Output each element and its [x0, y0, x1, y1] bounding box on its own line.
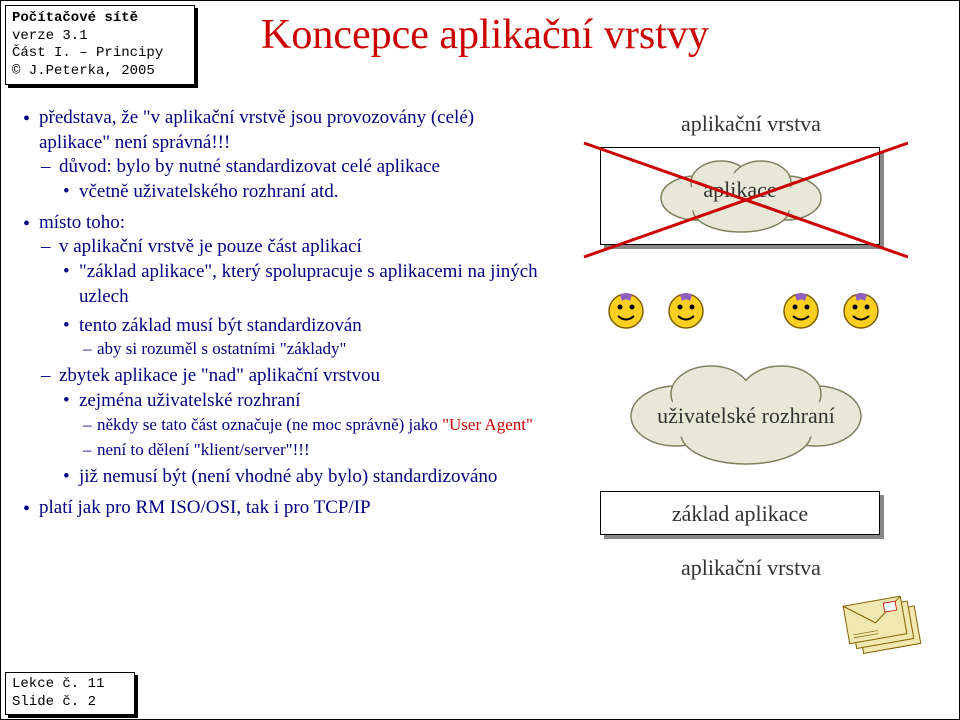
bullet-item: v aplikační vrstvě je pouze část aplikac… [39, 235, 543, 360]
diagram-mid-box: základ aplikace [600, 491, 880, 535]
bullet-item: již nemusí být (není vhodné aby bylo) st… [59, 465, 543, 490]
slide-number-box: Lekce č. 11 Slide č. 2 [5, 672, 135, 715]
smiley-icon [606, 291, 646, 331]
source-info-box: Počítačové sítě verze 3.1 Část I. – Prin… [5, 5, 195, 85]
mail-stack-icon [836, 579, 936, 659]
header-line: Část I. – Principy [12, 45, 188, 63]
main-content: představa, že "v aplikační vrstvě jsou p… [23, 106, 543, 526]
bullet-item: včetně uživatelského rozhraní atd. [59, 180, 543, 205]
bullet-item: zbytek aplikace je "nad" aplikační vrstv… [39, 364, 543, 489]
footer-line: Slide č. 2 [12, 694, 128, 712]
bullet-item: místo toho: v aplikační vrstvě je pouze … [23, 211, 543, 490]
bullet-item: někdy se tato část označuje (ne moc sprá… [79, 414, 543, 436]
bullet-item: zejména uživatelské rozhraní někdy se ta… [59, 389, 543, 461]
header-line: Počítačové sítě [12, 10, 188, 28]
bullet-item: "základ aplikace", který spolupracuje s … [59, 260, 543, 309]
header-line: © J.Peterka, 2005 [12, 63, 188, 81]
smiley-icon [666, 291, 706, 331]
cross-out-icon [576, 135, 916, 265]
diagram-cloud2-text: uživatelské rozhraní [596, 403, 896, 429]
diagram-top-label: aplikační vrstva [556, 111, 946, 137]
bullet-item: platí jak pro RM ISO/OSI, tak i pro TCP/… [23, 496, 543, 521]
bullet-item: představa, že "v aplikační vrstvě jsou p… [23, 106, 543, 205]
smiley-icon [781, 291, 821, 331]
bullet-item: tento základ musí být standardizován aby… [59, 314, 543, 361]
bullet-item: není to dělení "klient/server"!!! [79, 439, 543, 461]
header-line: verze 3.1 [12, 28, 188, 46]
footer-line: Lekce č. 11 [12, 676, 128, 694]
diagram-bottom-label: aplikační vrstva [556, 555, 946, 581]
bullet-item: důvod: bylo by nutné standardizovat celé… [39, 155, 543, 204]
diagram-area: aplikační vrstva aplikace [556, 111, 946, 671]
smiley-icon [841, 291, 881, 331]
bullet-item: aby si rozuměl s ostatními "základy" [79, 338, 543, 360]
slide-title: Koncepce aplikační vrstvy [261, 11, 709, 59]
